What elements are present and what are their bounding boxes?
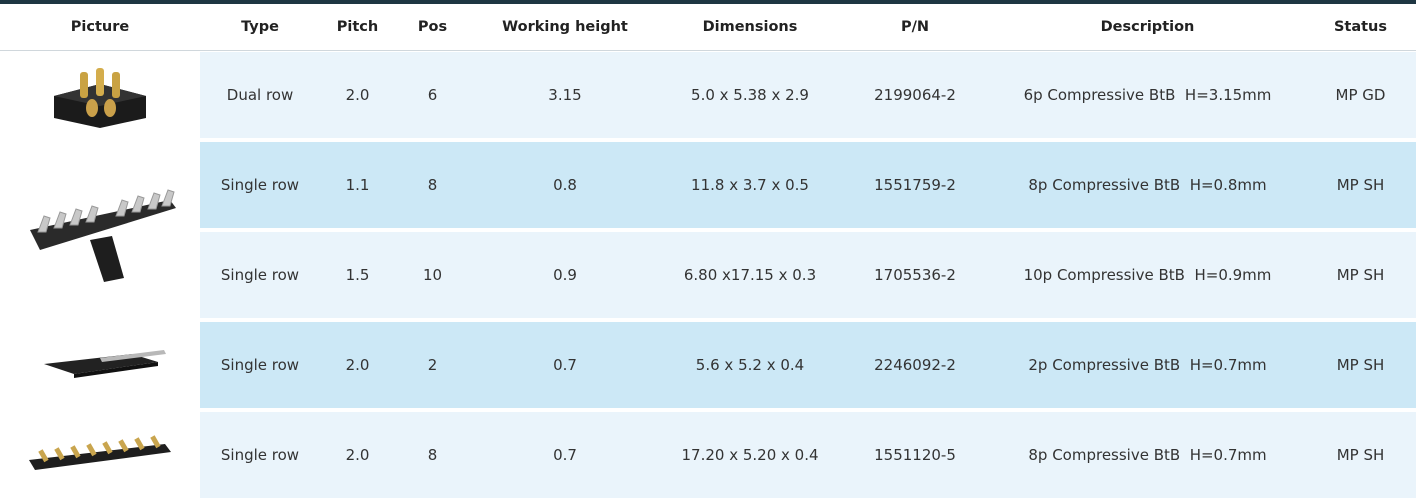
table-cell: 11.8 x 3.7 x 0.5 <box>660 142 840 228</box>
table-cell: Single row <box>200 142 320 228</box>
table-cell: 2p Compressive BtB H=0.7mm <box>990 322 1305 408</box>
table-cell: 8p Compressive BtB H=0.8mm <box>990 142 1305 228</box>
table-cell: 1.5 <box>320 232 395 318</box>
table-cell: 3.15 <box>470 52 660 138</box>
table-cell: Single row <box>200 232 320 318</box>
table-cell: 6 <box>395 52 470 138</box>
column-header: Picture <box>0 4 200 50</box>
table-cell: MP SH <box>1305 232 1416 318</box>
table-cell: 6p Compressive BtB H=3.15mm <box>990 52 1305 138</box>
table-cell: 5.0 x 5.38 x 2.9 <box>660 52 840 138</box>
column-header: Pitch <box>320 4 395 50</box>
table-cell: 0.9 <box>470 232 660 318</box>
table-cell: 10p Compressive BtB H=0.9mm <box>990 232 1305 318</box>
table-cell: 17.20 x 5.20 x 0.4 <box>660 412 840 498</box>
table-cell: Single row <box>200 412 320 498</box>
table-cell: 2 <box>395 322 470 408</box>
table-cell: 6.80 x17.15 x 0.3 <box>660 232 840 318</box>
table-cell: MP GD <box>1305 52 1416 138</box>
product-image <box>25 430 175 480</box>
product-image <box>40 60 160 132</box>
table-cell: MP SH <box>1305 142 1416 228</box>
table-cell: MP SH <box>1305 322 1416 408</box>
column-header: Pos <box>395 4 470 50</box>
column-header: Status <box>1305 4 1416 50</box>
table-cell: 2.0 <box>320 322 395 408</box>
column-header: Working height <box>470 4 660 50</box>
table-cell: 1551759-2 <box>840 142 990 228</box>
table-cell: 2246092-2 <box>840 322 990 408</box>
table-cell: 1705536-2 <box>840 232 990 318</box>
table-cell: 2.0 <box>320 52 395 138</box>
table-cell: 5.6 x 5.2 x 0.4 <box>660 322 840 408</box>
table-cell: 0.7 <box>470 412 660 498</box>
header-divider <box>0 50 1416 51</box>
table-cell: MP SH <box>1305 412 1416 498</box>
table-cell: 2.0 <box>320 412 395 498</box>
table-cell: 1.1 <box>320 142 395 228</box>
column-header: Description <box>990 4 1305 50</box>
column-header: Dimensions <box>660 4 840 50</box>
table-cell: 2199064-2 <box>840 52 990 138</box>
product-image <box>40 340 170 390</box>
page: PictureTypePitchPosWorking heightDimensi… <box>0 0 1416 501</box>
table-cell: 0.7 <box>470 322 660 408</box>
product-image <box>20 180 180 290</box>
table-cell: 10 <box>395 232 470 318</box>
table-cell: 8 <box>395 142 470 228</box>
table-cell: Dual row <box>200 52 320 138</box>
table-cell: Single row <box>200 322 320 408</box>
table-cell: 8p Compressive BtB H=0.7mm <box>990 412 1305 498</box>
table-cell: 0.8 <box>470 142 660 228</box>
table-cell: 8 <box>395 412 470 498</box>
column-header: Type <box>200 4 320 50</box>
column-header: P/N <box>840 4 990 50</box>
table-cell: 1551120-5 <box>840 412 990 498</box>
